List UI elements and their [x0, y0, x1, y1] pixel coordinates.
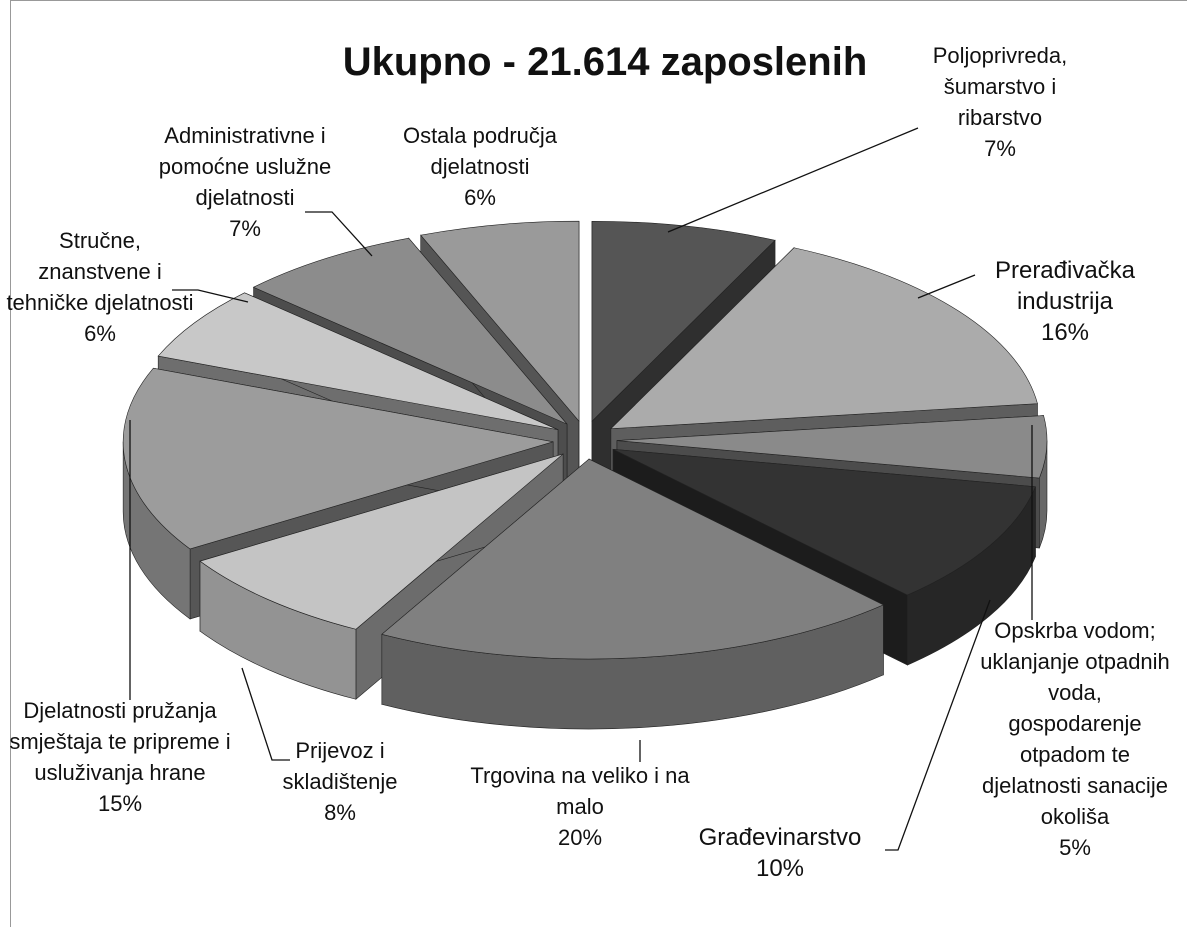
slice-value-label: 5%: [1059, 835, 1091, 860]
leader-line: [667, 127, 919, 233]
slice-top: [252, 237, 568, 425]
slice-value-label: 6%: [84, 321, 116, 346]
slice-top: [381, 458, 885, 660]
slice-label: Poljoprivreda, šumarstvo i ribarstvo 7%: [905, 40, 1095, 164]
slice-label: Prerađivačka industrija 16%: [965, 255, 1165, 348]
slice-label: Građevinarstvo 10%: [665, 822, 895, 884]
leader-line: [917, 274, 976, 299]
slice-value-label: 8%: [324, 800, 356, 825]
slice-value-label: 10%: [755, 855, 805, 882]
slice-top: [612, 448, 1036, 596]
slice-top: [610, 247, 1038, 430]
slice-top: [591, 220, 776, 422]
slice-top: [420, 220, 580, 422]
slice-value-label: 7%: [984, 136, 1016, 161]
slice-label: Stručne, znanstvene i tehničke djelatnos…: [5, 225, 195, 349]
slice-label: Opskrba vodom; uklanjanje otpadnih voda,…: [980, 615, 1170, 863]
slice-label: Trgovina na veliko i na malo 20%: [460, 760, 700, 853]
slice-value-label: 20%: [557, 825, 603, 850]
slice-label: Prijevoz i skladištenje 8%: [265, 735, 415, 828]
slice-top: [199, 453, 564, 630]
slice-value-label: 15%: [97, 791, 143, 816]
leader-line: [885, 599, 991, 851]
slice-value-label: 6%: [464, 185, 496, 210]
slice-top: [157, 292, 559, 431]
slice-value-label: 16%: [1040, 319, 1090, 346]
leader-line: [305, 211, 373, 257]
slice-label: Administrativne i pomoćne uslužne djelat…: [130, 120, 360, 244]
slice: [381, 458, 885, 730]
leader-line: [241, 667, 290, 761]
slice-label: Djelatnosti pružanja smještaja te pripre…: [5, 695, 235, 819]
slice-top: [616, 415, 1048, 479]
slice-top: [122, 367, 554, 550]
slice-value-label: 7%: [229, 216, 261, 241]
leader-line: [172, 289, 249, 303]
chart-title: Ukupno - 21.614 zaposlenih: [342, 40, 868, 84]
frame: [10, 0, 1187, 927]
slice-label: Ostala područja djelatnosti 6%: [380, 120, 580, 213]
